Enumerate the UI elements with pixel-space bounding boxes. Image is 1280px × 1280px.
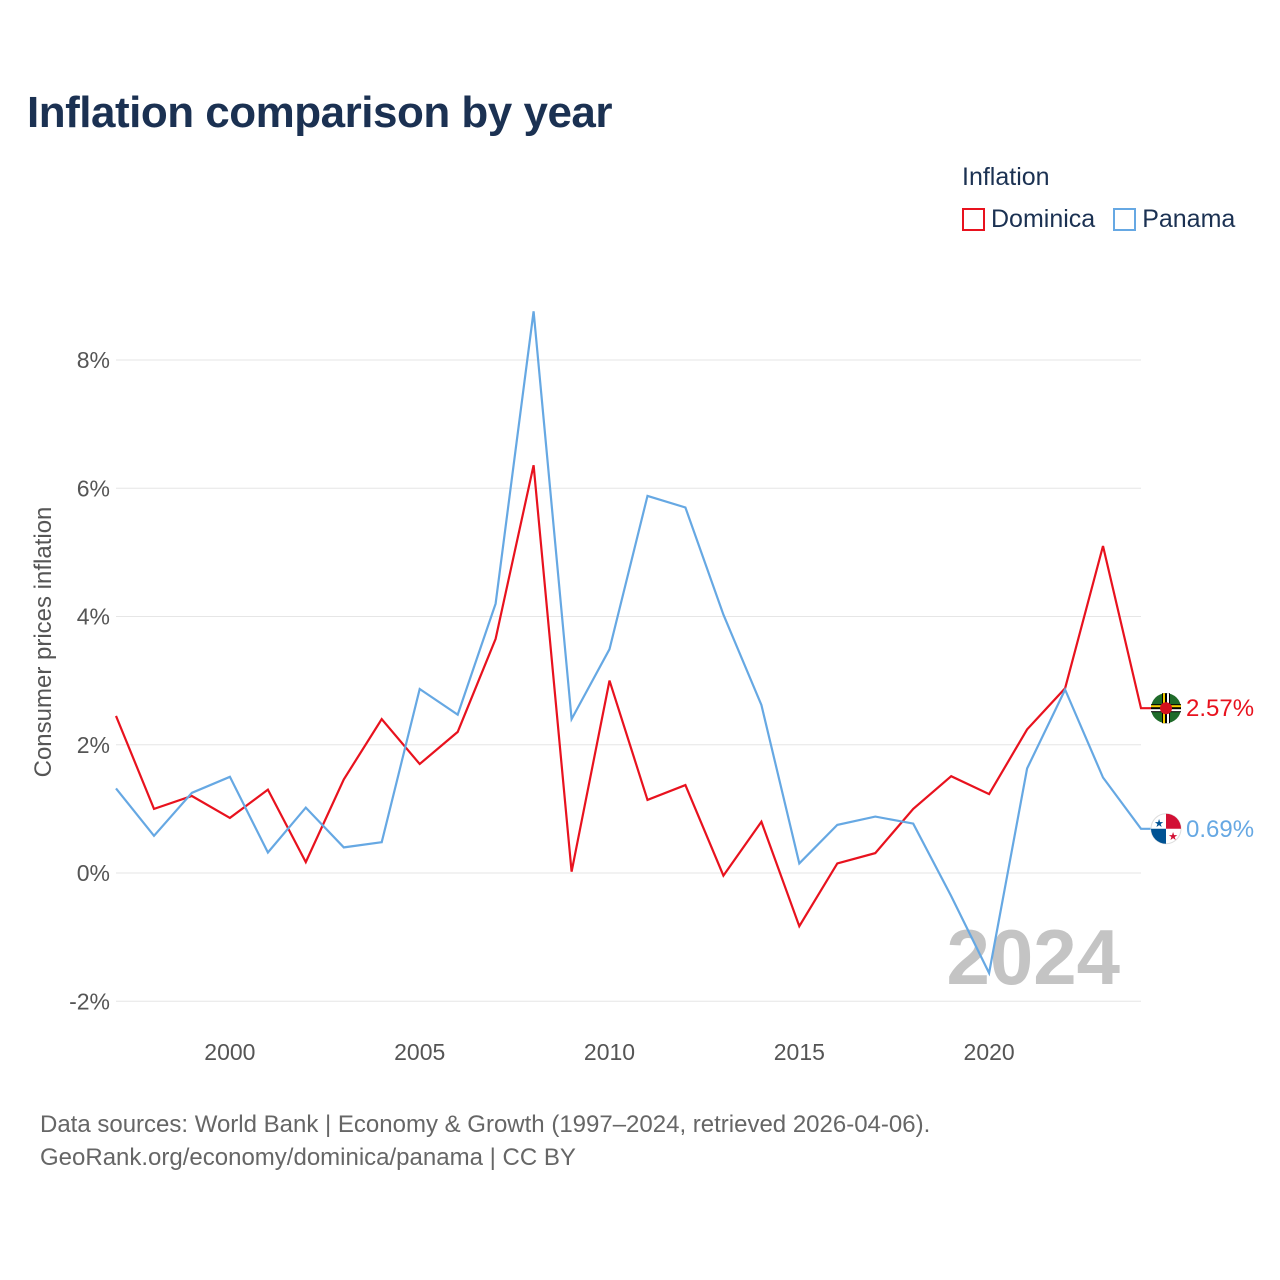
x-tick-label: 2000	[204, 1039, 255, 1065]
y-tick-label: 0%	[77, 860, 110, 886]
end-value-label-dominica: 2.57%	[1186, 695, 1254, 722]
legend: Dominica Panama	[962, 205, 1253, 234]
y-axis-title: Consumer prices inflation	[30, 507, 57, 778]
legend-label-panama: Panama	[1142, 205, 1236, 233]
y-tick-label: 2%	[77, 732, 110, 758]
legend-item-panama[interactable]: Panama	[1113, 205, 1235, 234]
grid-lines	[116, 359, 1141, 1002]
end-labels: 2.57%★★ 0.69%	[1150, 693, 1254, 845]
legend-label-dominica: Dominica	[991, 205, 1096, 233]
end-value-label-panama: 0.69%	[1186, 816, 1254, 843]
footer: Data sources: World Bank | Economy & Gro…	[40, 1108, 930, 1174]
y-tick-label: 4%	[77, 604, 110, 630]
data-source-text: Data sources: World Bank | Economy & Gro…	[40, 1111, 931, 1138]
x-axis-ticks: 2000 2005 2010 2015 2020	[204, 1039, 1014, 1065]
x-tick-label: 2010	[584, 1039, 635, 1065]
legend-item-dominica[interactable]: Dominica	[962, 205, 1095, 234]
y-tick-label: -2%	[69, 988, 110, 1014]
svg-text:★: ★	[1154, 818, 1164, 830]
x-tick-label: 2020	[964, 1039, 1015, 1065]
series-lines	[114, 311, 1152, 977]
svg-text:★: ★	[1168, 831, 1178, 843]
legend-swatch-panama	[1113, 208, 1137, 231]
y-axis-ticks: -2% 0% 2% 4% 6% 8%	[69, 347, 110, 1014]
chart-title: Inflation comparison by year	[27, 88, 613, 137]
line-chart: -2% 0% 2% 4% 6% 8% 2000 2005 2010 2015 2020 Consu…	[30, 311, 1254, 1065]
legend-title: Inflation	[962, 163, 1050, 191]
source-url-text[interactable]: GeoRank.org/economy/dominica/panama | CC…	[40, 1144, 576, 1171]
series-line-dominica[interactable]	[114, 464, 1152, 929]
y-tick-label: 6%	[77, 475, 110, 501]
x-tick-label: 2005	[394, 1039, 445, 1065]
y-tick-label: 8%	[77, 347, 110, 373]
legend-swatch-dominica	[962, 208, 985, 231]
year-watermark: 2024	[946, 913, 1120, 1001]
series-line-panama[interactable]	[115, 311, 1152, 977]
panama-flag-icon: ★★	[1150, 813, 1182, 845]
x-tick-label: 2015	[774, 1039, 825, 1065]
dominica-flag-icon	[1151, 693, 1181, 724]
